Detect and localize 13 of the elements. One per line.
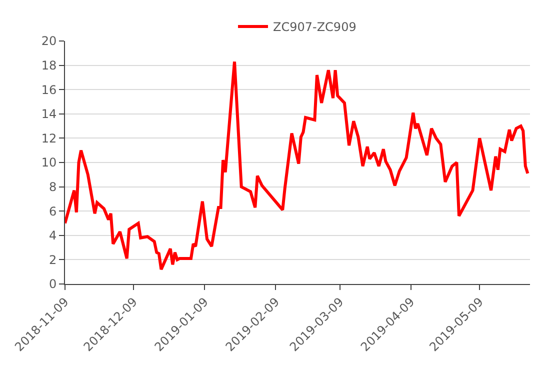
y-tick-label: 0	[48, 277, 57, 292]
y-tick-label: 12	[41, 131, 57, 146]
y-tick-label: 6	[48, 204, 57, 218]
y-tick-label: 4	[48, 228, 57, 243]
y-tick-label: 2	[48, 252, 57, 267]
y-tick-label: 10	[41, 156, 57, 170]
y-tick-label: 16	[41, 82, 57, 97]
legend-label: ZC907-ZC909	[273, 20, 356, 34]
y-tick-label: 14	[41, 107, 57, 122]
line-series	[65, 60, 530, 271]
y-tick-label: 20	[41, 34, 57, 48]
y-tick-label: 8	[48, 180, 57, 194]
y-tick-label: 18	[41, 58, 57, 72]
